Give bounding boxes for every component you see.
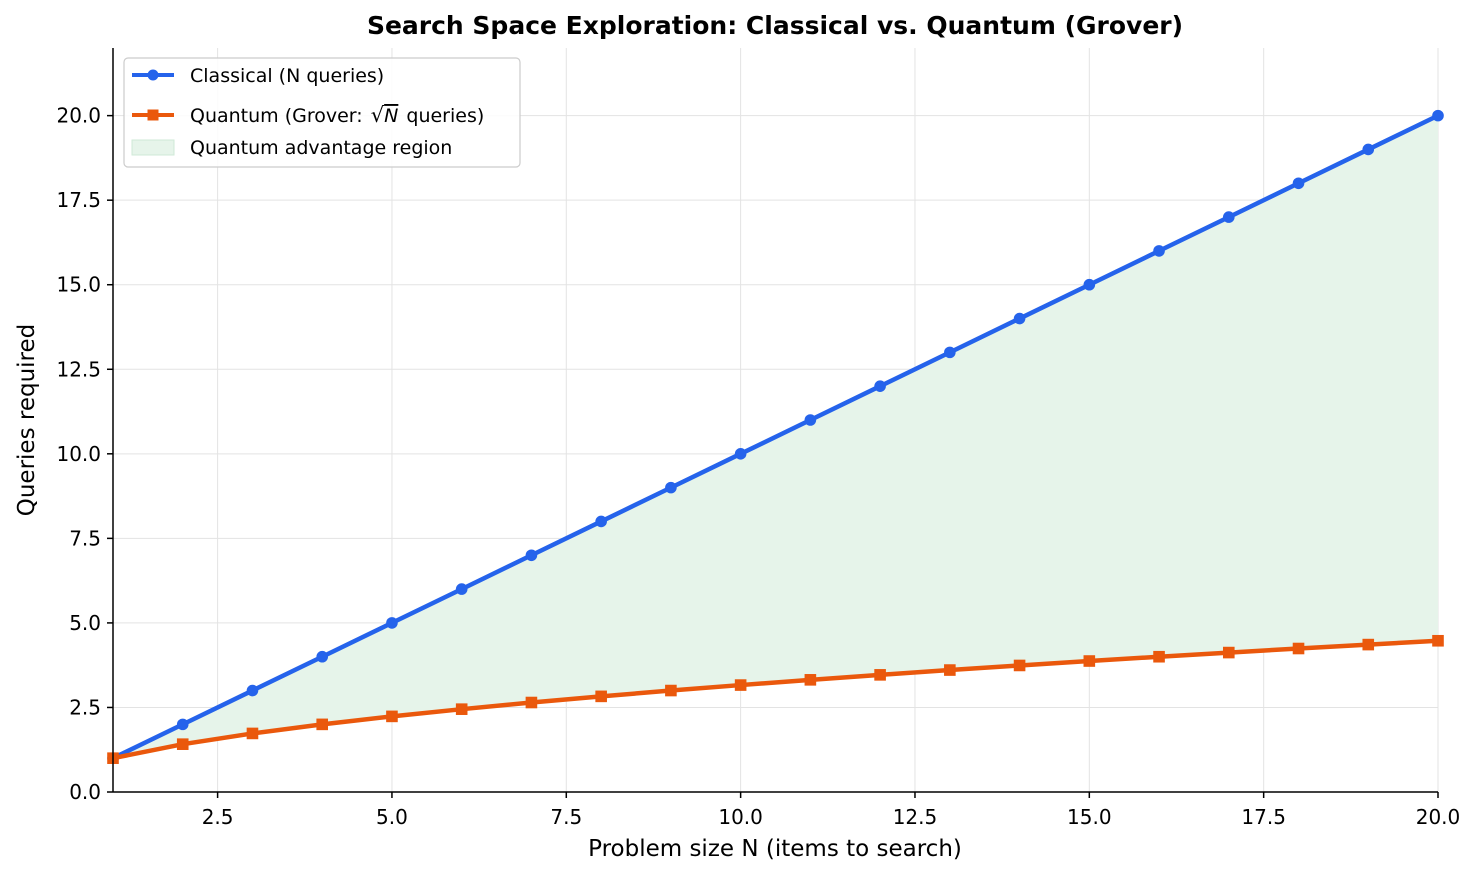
legend-label-advantage-region: Quantum advantage region xyxy=(190,137,452,159)
x-tick-label: 20.0 xyxy=(1416,805,1461,829)
data-point-quantum xyxy=(734,679,747,691)
data-point-classical xyxy=(246,684,259,697)
tick-labels: 2.5 5.0 7.5 10.0 12.5 15.0 17.5 20.0 0.0 2.5 5.0 7.… xyxy=(56,104,1460,829)
legend-marker-quantum xyxy=(147,109,159,121)
y-tick-label: 0.0 xyxy=(69,780,101,804)
data-point-classical xyxy=(595,515,607,528)
data-point-classical xyxy=(1153,245,1165,257)
legend-marker-classical xyxy=(147,69,159,81)
data-point-classical xyxy=(386,617,398,629)
x-tick-label: 2.5 xyxy=(202,805,234,829)
data-point-classical xyxy=(804,414,817,426)
data-point-quantum xyxy=(316,718,329,731)
legend: Classical (N queries) Quantum (Grover: √… xyxy=(123,57,521,168)
data-point-classical xyxy=(1362,143,1375,156)
x-tick-label: 15.0 xyxy=(1067,805,1112,829)
data-point-classical xyxy=(525,549,538,562)
series-line-quantum xyxy=(112,638,1439,761)
data-point-quantum xyxy=(455,703,468,715)
y-tick-label: 15.0 xyxy=(56,273,101,297)
data-point-classical xyxy=(1432,109,1444,122)
data-point-quantum xyxy=(804,674,817,686)
x-tick-label: 7.5 xyxy=(550,805,582,829)
legend-swatch-advantage-region xyxy=(131,139,175,156)
data-point-quantum xyxy=(386,710,398,723)
data-point-quantum xyxy=(1083,655,1096,667)
data-point-classical xyxy=(1013,312,1026,325)
x-tick-label: 17.5 xyxy=(1241,805,1286,829)
legend-box xyxy=(123,57,521,168)
data-point-classical xyxy=(1222,211,1235,223)
data-point-classical xyxy=(176,718,189,731)
data-point-classical xyxy=(734,448,747,460)
y-tick-label: 2.5 xyxy=(69,695,101,719)
y-tick-label: 10.0 xyxy=(56,442,101,466)
data-point-quantum xyxy=(944,664,956,676)
data-point-quantum xyxy=(874,669,886,681)
y-tick-label: 20.0 xyxy=(56,104,101,128)
data-point-classical xyxy=(944,346,956,359)
legend-label-classical: Classical (N queries) xyxy=(190,65,384,87)
data-point-quantum xyxy=(1432,634,1444,647)
data-point-quantum xyxy=(246,727,259,740)
x-tick-label: 12.5 xyxy=(893,805,938,829)
data-point-classical xyxy=(1292,177,1305,190)
series-line-classical xyxy=(112,113,1439,761)
data-point-classical xyxy=(455,583,468,595)
chart-title: Search Space Exploration: Classical vs. … xyxy=(367,11,1183,40)
data-point-quantum xyxy=(1013,659,1026,672)
data-point-quantum xyxy=(1362,638,1375,651)
y-axis-label: Queries required xyxy=(14,324,40,517)
data-point-classical xyxy=(874,380,886,392)
data-point-quantum xyxy=(595,690,607,703)
y-tick-label: 12.5 xyxy=(56,357,101,381)
data-point-classical xyxy=(665,481,677,494)
data-point-quantum xyxy=(1153,650,1165,663)
series-layer xyxy=(107,109,1444,764)
data-point-quantum xyxy=(525,696,538,709)
x-tick-label: 5.0 xyxy=(376,805,408,829)
data-point-classical xyxy=(316,650,329,663)
data-point-classical xyxy=(1083,278,1096,291)
legend-label-quantum: Quantum (Grover: √N queries) xyxy=(190,103,484,127)
data-point-quantum xyxy=(665,684,677,697)
x-tick-label: 10.0 xyxy=(718,805,763,829)
data-point-quantum xyxy=(1222,646,1235,659)
y-tick-label: 5.0 xyxy=(69,611,101,635)
axes xyxy=(107,48,1439,798)
data-point-quantum xyxy=(1292,642,1305,655)
x-axis-label: Problem size N (items to search) xyxy=(588,836,962,862)
y-tick-label: 7.5 xyxy=(69,526,101,550)
data-point-quantum xyxy=(176,738,189,750)
y-tick-label: 17.5 xyxy=(56,188,101,212)
